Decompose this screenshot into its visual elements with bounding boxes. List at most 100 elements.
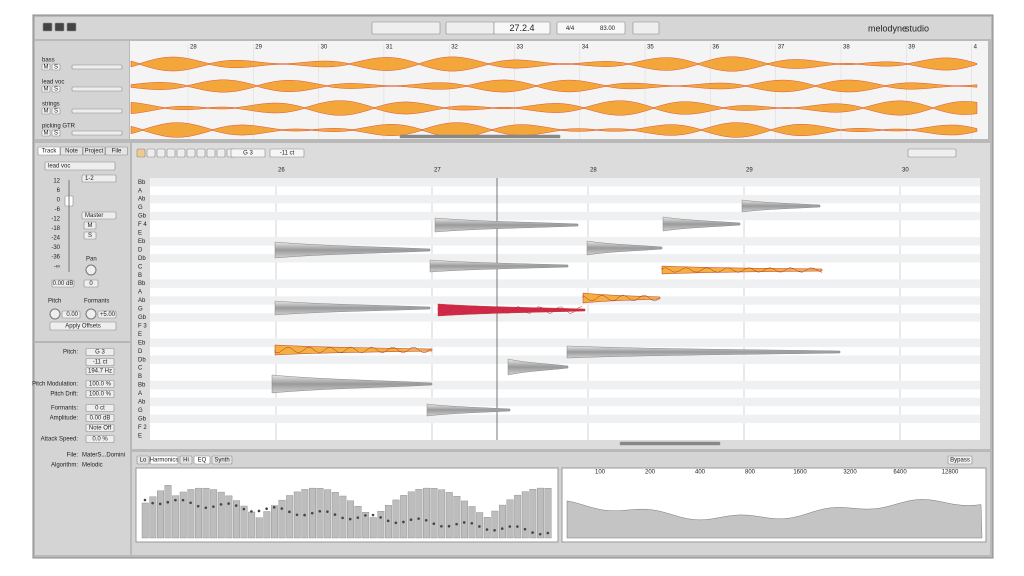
pitch-knob[interactable] — [49, 308, 61, 320]
tab-label[interactable]: Synth — [214, 458, 229, 464]
tool-icon[interactable] — [42, 22, 53, 32]
solo-button[interactable] — [51, 85, 61, 93]
mute-label: M — [44, 87, 49, 93]
apply-label[interactable]: Apply Offsets — [65, 324, 101, 330]
zoom[interactable] — [907, 148, 957, 158]
volume-slider[interactable] — [71, 64, 123, 70]
note-blob[interactable] — [274, 241, 431, 259]
volume-slider[interactable] — [71, 108, 123, 114]
tab-label[interactable]: File — [112, 149, 122, 155]
apply-button[interactable] — [49, 321, 117, 331]
waveform — [130, 56, 978, 72]
freq-label: 200 — [645, 470, 656, 476]
tool-icon[interactable] — [54, 22, 65, 32]
note-blob[interactable] — [274, 300, 431, 316]
note-blob[interactable] — [274, 344, 433, 356]
metronome[interactable] — [632, 21, 660, 35]
tool-button[interactable] — [186, 148, 196, 158]
transport[interactable] — [445, 21, 495, 35]
bypass-label[interactable]: Bypass — [950, 458, 970, 464]
tab-label[interactable]: Hi — [183, 458, 189, 464]
mute-button[interactable] — [83, 221, 97, 230]
harmonic-dot — [242, 507, 246, 511]
tab[interactable] — [179, 455, 193, 465]
mute-label: M — [44, 109, 49, 115]
mute-label: M — [44, 131, 49, 137]
tab[interactable] — [82, 146, 106, 156]
mute-button[interactable] — [41, 107, 51, 115]
tool-button[interactable] — [176, 148, 186, 158]
solo-label: S — [54, 109, 58, 115]
tab-label[interactable]: Lo — [140, 458, 147, 464]
volume-slider[interactable] — [71, 86, 123, 92]
scrollbar[interactable] — [619, 441, 721, 446]
harmonic-dot — [288, 510, 291, 514]
harmonic-dot — [432, 522, 436, 525]
note-blob[interactable] — [507, 358, 569, 376]
tab-label[interactable]: EQ — [198, 458, 207, 464]
position-field[interactable] — [493, 21, 551, 35]
tool-icon[interactable] — [66, 22, 77, 32]
ruler-label: 30 — [321, 45, 328, 51]
note-blob[interactable] — [271, 374, 433, 394]
mute-button[interactable] — [41, 63, 51, 71]
meter-tempo[interactable] — [556, 21, 626, 35]
note-blob[interactable] — [662, 216, 741, 232]
tool-button[interactable] — [206, 148, 216, 158]
harmonic-bar — [164, 485, 172, 539]
note-blob[interactable] — [426, 403, 511, 417]
tab-label[interactable]: Note — [65, 149, 78, 155]
pitch-row — [150, 380, 980, 390]
harmonic-dot — [546, 531, 550, 535]
solo-button[interactable] — [51, 129, 61, 137]
note-blob[interactable] — [434, 217, 579, 233]
harmonic-dot — [508, 525, 512, 528]
solo-button[interactable] — [83, 231, 97, 240]
formants-knob[interactable] — [85, 308, 97, 320]
note-blob[interactable] — [429, 259, 569, 273]
bus-select[interactable] — [81, 211, 117, 220]
tab[interactable] — [193, 455, 211, 465]
harmonic-dot — [174, 498, 177, 502]
harmonic-bar — [354, 506, 362, 539]
tool-button[interactable] — [196, 148, 206, 158]
tool-button[interactable] — [166, 148, 176, 158]
tool-button[interactable] — [136, 148, 146, 158]
freq-label: 3200 — [843, 470, 857, 476]
mute-button[interactable] — [41, 129, 51, 137]
harmonic-bar — [156, 490, 164, 539]
freq-label: 400 — [695, 470, 706, 476]
tab[interactable] — [211, 455, 233, 465]
bypass-button[interactable] — [947, 455, 973, 465]
output-select[interactable] — [81, 174, 117, 183]
tab[interactable] — [37, 146, 61, 156]
volume-slider[interactable] — [71, 130, 123, 136]
solo-button[interactable] — [51, 107, 61, 115]
note-blob[interactable] — [741, 199, 821, 213]
tab-label[interactable]: Track — [42, 149, 58, 155]
tab[interactable] — [136, 455, 150, 465]
harmonic-bar — [521, 491, 529, 539]
harmonic-dot — [371, 513, 375, 517]
field-value-text: 0.00 dB — [90, 416, 111, 422]
tab-label[interactable]: Harmonics — [150, 458, 179, 464]
field-label: Attack Speed: — [41, 437, 79, 443]
note-blob[interactable] — [661, 265, 823, 275]
scrubber[interactable] — [371, 21, 441, 35]
tab-label[interactable]: Project — [85, 149, 104, 155]
tab[interactable] — [149, 455, 179, 465]
tab[interactable] — [60, 146, 83, 156]
tool-button[interactable] — [216, 148, 226, 158]
solo-button[interactable] — [51, 63, 61, 71]
note-blob[interactable] — [586, 240, 663, 256]
pitch-name: C — [138, 366, 143, 372]
note-blob[interactable] — [566, 345, 841, 359]
meter: 4/4 — [566, 26, 575, 32]
tool-button[interactable] — [146, 148, 156, 158]
mute-button[interactable] — [41, 85, 51, 93]
scrollbar[interactable] — [399, 134, 561, 139]
pan-knob[interactable] — [85, 264, 97, 276]
tool-button[interactable] — [156, 148, 166, 158]
tab[interactable] — [105, 146, 128, 156]
